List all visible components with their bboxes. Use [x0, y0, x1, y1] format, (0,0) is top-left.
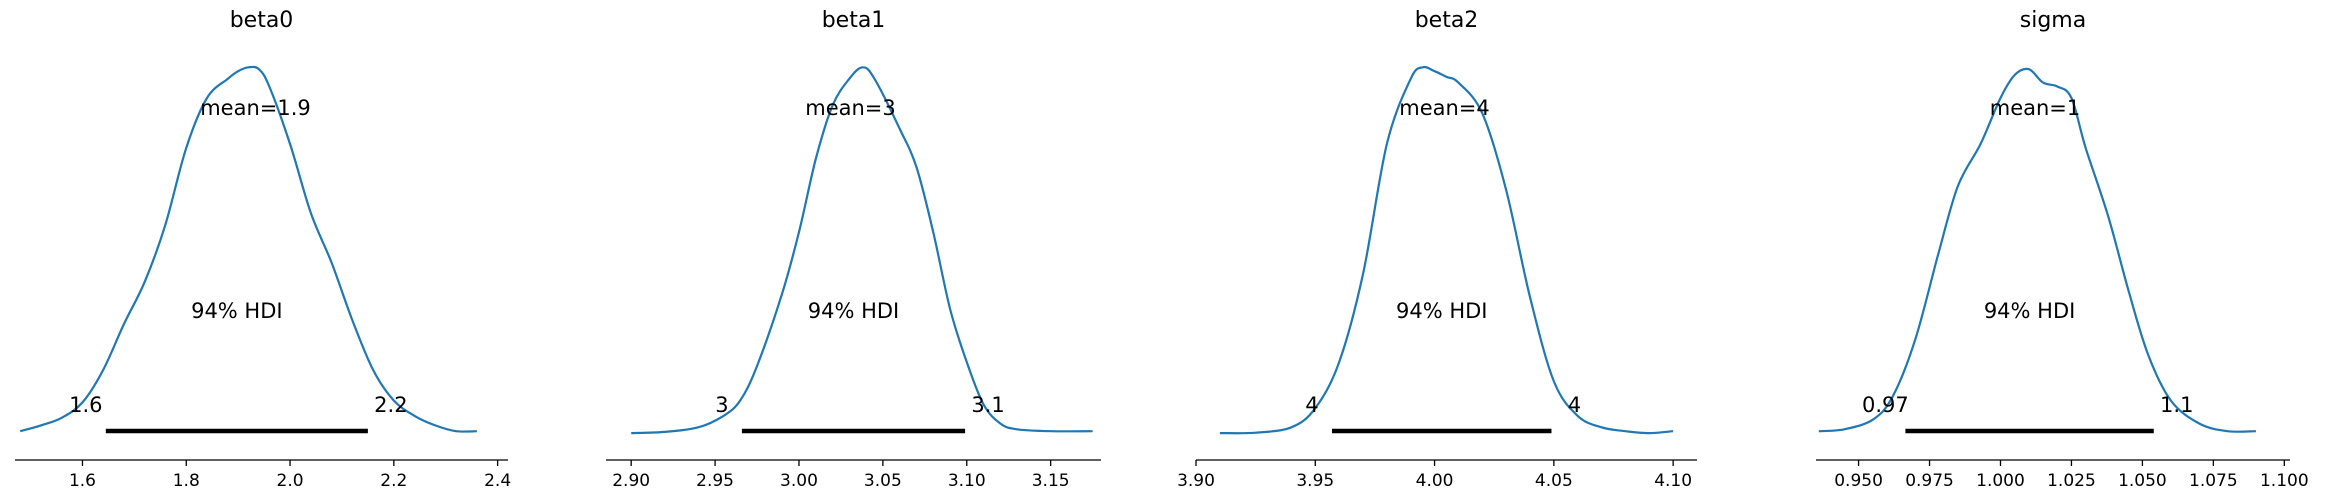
x-tick-label: 4.05 — [1535, 471, 1573, 491]
x-tick-label: 1.025 — [2047, 471, 2096, 491]
kde-curve — [1219, 65, 1674, 435]
x-tick-label: 1.075 — [2189, 471, 2238, 491]
x-tick-label: 4.10 — [1654, 471, 1692, 491]
hdi-low-label: 4 — [1305, 393, 1318, 417]
mean-label: mean=1 — [1990, 96, 2081, 120]
mean-label: mean=4 — [1399, 96, 1490, 120]
hdi-low-label: 0.97 — [1862, 393, 1909, 417]
kde-curve — [19, 65, 477, 433]
kde-curve — [631, 66, 1093, 435]
hdi-label: 94% HDI — [1396, 299, 1488, 323]
x-tick-label: 0.950 — [1834, 471, 1883, 491]
subplot-beta1: beta1 mean=3 94% HDI 3 3.1 2.90 2.95 3.00 3.05 3.… — [606, 8, 1101, 491]
x-tick-label: 3.95 — [1296, 471, 1334, 491]
x-tick-label: 2.4 — [484, 471, 511, 491]
hdi-label: 94% HDI — [191, 299, 283, 323]
hdi-high-label: 1.1 — [2160, 393, 2193, 417]
hdi-low-label: 3 — [715, 393, 728, 417]
subplot-title: beta1 — [822, 8, 886, 33]
subplot-beta0: beta0 mean=1.9 94% HDI 1.6 2.2 1.6 1.8 2.0 2.2 2.… — [15, 8, 511, 491]
hdi-high-label: 4 — [1568, 393, 1581, 417]
subplot-title: beta0 — [230, 8, 294, 33]
x-tick-label: 1.100 — [2260, 471, 2309, 491]
x-tick-label: 3.00 — [780, 471, 818, 491]
x-tick-label: 1.000 — [1976, 471, 2025, 491]
x-tick-label: 2.90 — [612, 471, 650, 491]
x-tick-label: 2.0 — [277, 471, 304, 491]
x-tick-label: 1.6 — [69, 471, 96, 491]
mean-label: mean=3 — [805, 96, 896, 120]
x-tick-label: 2.2 — [380, 471, 407, 491]
subplot-title: beta2 — [1415, 8, 1479, 33]
x-tick-label: 3.05 — [864, 471, 902, 491]
subplot-title: sigma — [2020, 8, 2086, 33]
x-tick-label: 2.95 — [696, 471, 734, 491]
x-tick-label: 4.00 — [1416, 471, 1454, 491]
x-tick-label: 1.8 — [173, 471, 200, 491]
subplot-beta2: beta2 mean=4 94% HDI 4 4 3.90 3.95 4.00 4.05 4.10 — [1177, 8, 1697, 491]
hdi-high-label: 3.1 — [971, 393, 1004, 417]
x-tick-label: 3.10 — [948, 471, 986, 491]
hdi-high-label: 2.2 — [374, 393, 407, 417]
x-tick-label: 3.90 — [1177, 471, 1215, 491]
x-tick-label: 1.050 — [2118, 471, 2167, 491]
hdi-label: 94% HDI — [808, 299, 900, 323]
hdi-label: 94% HDI — [1984, 299, 2076, 323]
x-tick-label: 3.15 — [1032, 471, 1070, 491]
hdi-low-label: 1.6 — [69, 393, 102, 417]
kde-curve — [1818, 67, 2256, 433]
x-tick-label: 0.975 — [1905, 471, 1954, 491]
mean-label: mean=1.9 — [200, 96, 311, 120]
subplot-sigma: sigma mean=1 94% HDI 0.97 1.1 0.950 0.975 1.000… — [1816, 8, 2309, 491]
